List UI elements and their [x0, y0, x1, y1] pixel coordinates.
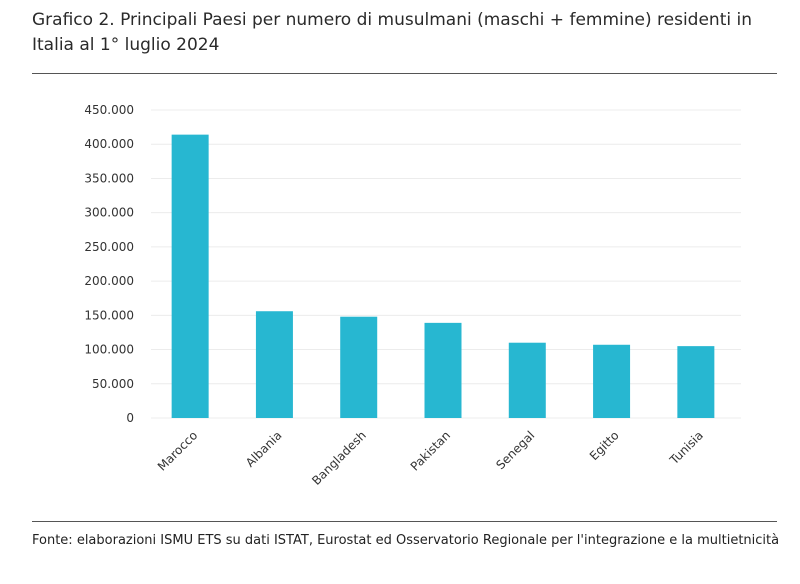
y-tick-label: 100.000: [84, 343, 134, 357]
y-tick-label: 300.000: [84, 206, 134, 220]
x-tick-label: Marocco: [155, 428, 200, 473]
bar-bangladesh: [340, 316, 378, 418]
bar-pakistan: [424, 322, 462, 418]
bar-marocco: [171, 134, 209, 418]
bottom-divider: [32, 521, 777, 522]
x-tick-label: Bangladesh: [309, 428, 369, 488]
chart-title: Grafico 2. Principali Paesi per numero d…: [32, 10, 752, 55]
x-tick-label: Pakistan: [408, 428, 453, 473]
y-tick-label: 50.000: [92, 377, 134, 391]
y-tick-label: 200.000: [84, 274, 134, 288]
bar-egitto: [593, 344, 631, 418]
x-tick-label: Tunisia: [666, 428, 706, 468]
bar-tunisia: [677, 346, 715, 418]
x-tick-label: Albania: [243, 428, 285, 470]
x-tick-label: Senegal: [493, 428, 537, 472]
y-tick-label: 250.000: [84, 240, 134, 254]
source-note: Fonte: elaborazioni ISMU ETS su dati IST…: [32, 533, 780, 548]
y-tick-label: 450.000: [84, 103, 134, 117]
bar-senegal: [508, 342, 546, 418]
bar-chart: 0 50.000 100.000 150.000 200.000 250.000 300.0…: [84, 103, 741, 488]
x-tick-label: Egitto: [587, 428, 622, 463]
y-tick-label: 0: [126, 411, 134, 425]
y-tick-label: 400.000: [84, 137, 134, 151]
y-tick-label: 350.000: [84, 171, 134, 185]
bar-albania: [255, 311, 293, 418]
top-divider: [32, 73, 777, 74]
y-tick-label: 150.000: [84, 308, 134, 322]
